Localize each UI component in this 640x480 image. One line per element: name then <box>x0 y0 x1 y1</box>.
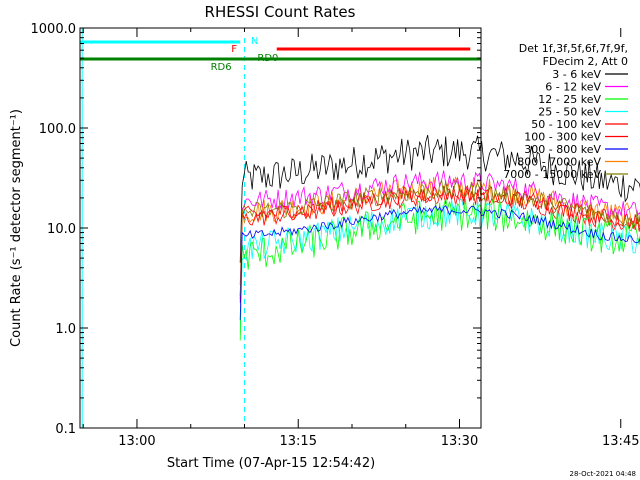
footer-timestamp: 28-Oct-2021 04:48 <box>570 470 636 478</box>
legend-entry-label: 6 - 12 keV <box>545 81 601 94</box>
annotation-label-rd6: RD6 <box>211 62 232 73</box>
series-layer <box>239 134 640 341</box>
legend-entry-label: 12 - 25 keV <box>538 93 601 106</box>
y-tick-label: 10.0 <box>47 222 76 237</box>
y-tick-label: 0.1 <box>55 422 76 437</box>
y-tick-label: 100.0 <box>39 122 76 137</box>
annotation-label-n: N <box>251 36 258 47</box>
legend-entry-label: 3 - 6 keV <box>552 68 601 81</box>
x-tick-label: 13:15 <box>280 434 317 449</box>
legend-entry-label: 100 - 300 keV <box>524 131 601 144</box>
series-trace-1 <box>239 170 640 285</box>
y-tick-label: 1.0 <box>55 322 76 337</box>
y-tick-label: 1000.0 <box>31 22 77 37</box>
legend-entry-label: 50 - 100 keV <box>531 118 601 131</box>
series-trace-0 <box>239 134 640 263</box>
annotation-label-f: F <box>231 44 237 55</box>
series-trace-2 <box>239 197 640 341</box>
x-tick-label: 13:00 <box>118 434 155 449</box>
legend-entry-label: 300 - 800 keV <box>524 143 601 156</box>
legend-header-line-1: Det 1f,3f,5f,6f,7f,9f, <box>519 42 628 55</box>
x-tick-label: 13:30 <box>441 434 478 449</box>
x-tick-label: 13:45 <box>602 434 639 449</box>
series-trace-8 <box>239 179 640 296</box>
series-trace-6 <box>239 205 640 321</box>
plot-frame <box>79 27 482 429</box>
annotation-label-rd0: RD0 <box>257 53 278 64</box>
y-axis-label: Count Rate (s⁻¹ detector segment⁻¹) <box>9 109 24 347</box>
x-axis-label: Start Time (07-Apr-15 12:54:42) <box>167 456 375 471</box>
chart-title: RHESSI Count Rates <box>205 3 356 21</box>
series-trace-4 <box>239 187 640 303</box>
legend-entry-label: 7000 - 15000 keV <box>503 168 601 181</box>
legend-entry-label: 25 - 50 keV <box>538 106 601 119</box>
legend: Det 1f,3f,5f,6f,7f,9f, FDecim 2, Att 0 3… <box>503 42 628 181</box>
y-axis: 0.1 1.0 10.0 100.0 1000.0 <box>31 22 481 437</box>
legend-entry-label: 800 - 7000 keV <box>517 156 601 169</box>
legend-header-line-2: FDecim 2, Att 0 <box>543 55 628 68</box>
annotation-layer: N F RD0 RD6 <box>80 28 482 428</box>
